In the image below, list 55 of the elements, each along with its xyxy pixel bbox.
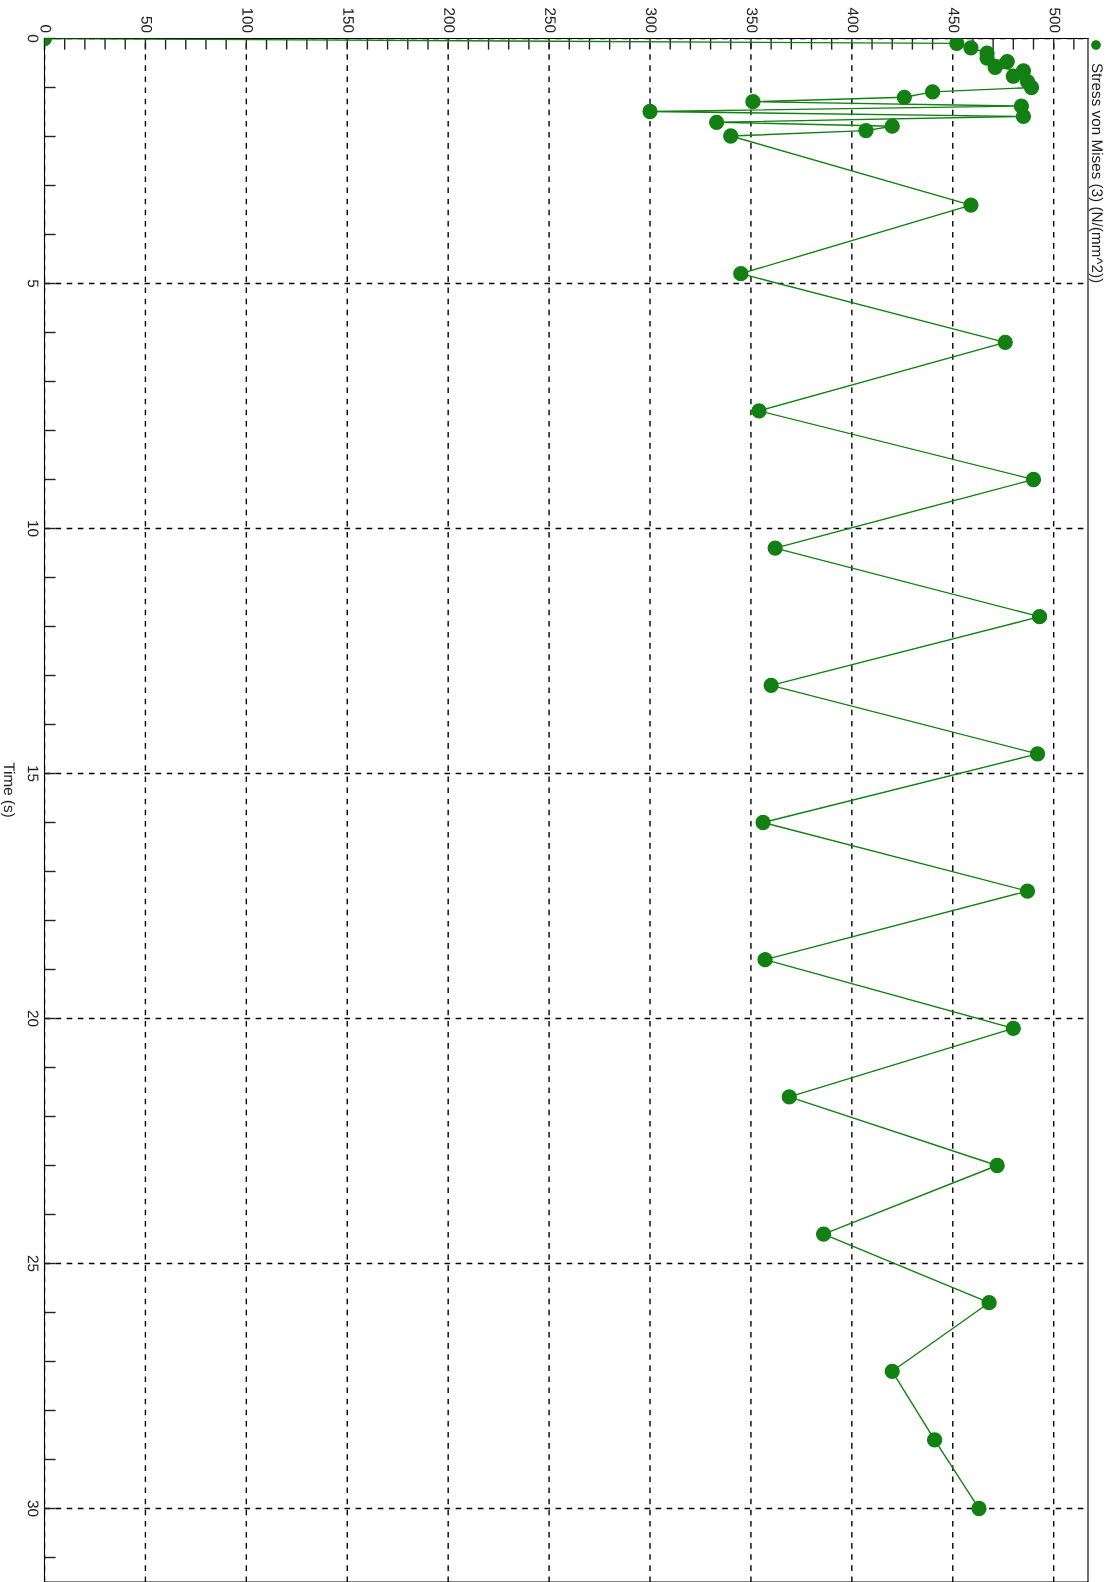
point [745,94,761,110]
y-tick-label: 10 [27,521,39,537]
y-tick-label: 25 [27,1255,39,1272]
y-tick-label: 30 [27,1500,39,1517]
point [1029,746,1046,762]
point [763,677,779,693]
x-tick-label: 400 [847,7,859,33]
point [989,1157,1005,1174]
point [1023,79,1040,96]
point [723,128,739,144]
point [926,1432,943,1448]
point [884,1363,900,1379]
point [987,59,1003,76]
x-tick-label: 450 [948,7,960,33]
x-tick-label: 250 [544,8,556,33]
point [1005,68,1021,84]
x-tick-label: 300 [645,8,657,33]
point [971,1500,987,1517]
point [1031,609,1048,625]
point [924,84,941,100]
point [884,118,900,134]
point [815,1226,832,1242]
point [757,952,773,968]
point [767,540,783,556]
point [997,334,1013,350]
point [733,266,749,282]
x-tick-label: 200 [444,8,455,33]
point [896,89,912,105]
point [1019,883,1036,899]
point [858,122,874,139]
point [981,1295,997,1311]
legend-label: Stress von Mises (3) (N/(mm^2)) [1088,63,1104,283]
y-tick-label: 20 [27,1010,39,1027]
point [963,40,979,56]
y-tick-label: 15 [27,766,39,782]
y-axis-title: Time (s) [0,762,16,817]
point [963,197,979,213]
x-tick-label: 350 [746,8,758,33]
x-tick-label: 50 [141,16,153,33]
x-tick-label: 150 [343,8,354,33]
x-tick-label: 100 [242,8,254,33]
x-tick-label: 500 [1049,8,1061,33]
point [781,1089,797,1105]
point [1005,1020,1021,1036]
point [1025,471,1042,488]
point [999,53,1015,70]
point [755,814,771,831]
x-tick-label: 0 [40,25,52,33]
point [949,38,965,52]
point [751,403,767,419]
y-tick-label: 0 [27,34,39,43]
point [708,114,725,130]
point [642,103,658,120]
point [1015,108,1032,125]
y-tick-label: 5 [27,279,39,288]
